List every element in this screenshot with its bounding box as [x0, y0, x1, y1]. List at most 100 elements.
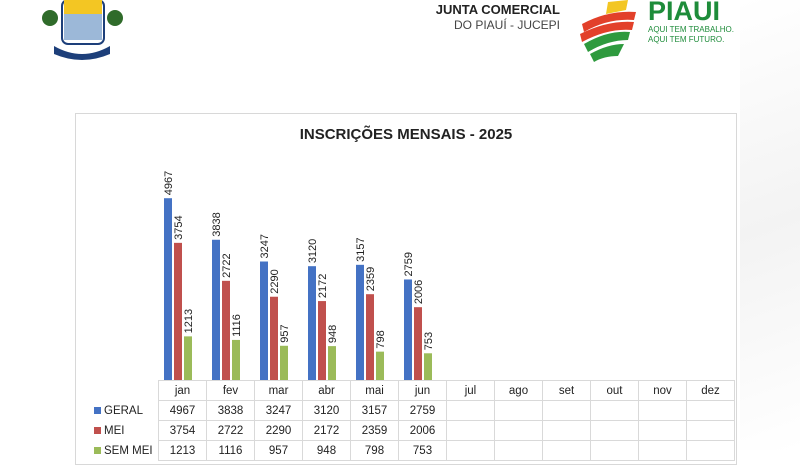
- bar-mei-jan: [174, 242, 182, 381]
- data-table: jan fev mar abr mai jun jul ago set out nov dez GERA…: [90, 380, 735, 461]
- table-cell: [446, 400, 495, 421]
- background-decoration: [740, 0, 800, 450]
- table-cell: [494, 400, 543, 421]
- data-label: 3838: [211, 212, 223, 236]
- category-label: mai: [350, 380, 399, 401]
- legend-entry: GERAL: [90, 401, 159, 421]
- table-cell: [638, 400, 687, 421]
- table-cell: [494, 440, 543, 461]
- table-cell: 3120: [302, 400, 351, 421]
- data-label: 1213: [183, 309, 195, 333]
- slogan-line1: AQUI TEM TRABALHO.: [648, 25, 734, 34]
- data-label: 2359: [365, 267, 377, 291]
- slogan: AQUI TEM TRABALHO. AQUI TEM FUTURO.: [648, 25, 734, 45]
- bar-geral-fev: [212, 239, 220, 381]
- category-label: jul: [446, 380, 495, 401]
- bar-mei-jun: [414, 307, 422, 381]
- table-cell: 3157: [350, 400, 399, 421]
- state-coat-of-arms-logo: [40, 0, 125, 62]
- bar-mei-mai: [366, 294, 374, 381]
- bar-sem-mei-mai: [376, 351, 384, 381]
- category-label: mar: [254, 380, 303, 401]
- data-label: 4967: [163, 171, 175, 195]
- table-cell: 2359: [350, 420, 399, 441]
- table-cell: 1213: [158, 440, 207, 461]
- table-cell: 957: [254, 440, 303, 461]
- category-label: set: [542, 380, 591, 401]
- table-cell: 3247: [254, 400, 303, 421]
- category-label: ago: [494, 380, 543, 401]
- legend-entry: SEM MEI: [90, 441, 159, 461]
- chart-title: INSCRIÇÕES MENSAIS - 2025: [299, 126, 513, 143]
- table-row: SEM MEI 1213 1116 957 948 798 753: [90, 440, 735, 461]
- data-label: 753: [423, 332, 435, 350]
- bar-geral-jun: [404, 279, 412, 381]
- table-cell: 798: [350, 440, 399, 461]
- bar-sem-mei-mar: [280, 345, 288, 381]
- bar-mei-abr: [318, 301, 326, 381]
- org-name-line1: JUNTA COMERCIAL: [435, 2, 560, 17]
- table-cell: 2759: [398, 400, 447, 421]
- data-label: 3754: [173, 215, 185, 239]
- table-cell: [446, 440, 495, 461]
- table-cell: [638, 420, 687, 441]
- table-cell: [542, 400, 591, 421]
- category-label: nov: [638, 380, 687, 401]
- data-label: 957: [279, 324, 291, 342]
- table-cell: [686, 420, 735, 441]
- data-label: 3120: [307, 239, 319, 263]
- table-cell: [590, 400, 639, 421]
- piaui-logo: PIAUÍ AQUI TEM TRABALHO. AQUI TEM FUTURO…: [578, 0, 748, 62]
- brand-name: PIAUÍ: [648, 0, 721, 26]
- table-cell: 3838: [206, 400, 255, 421]
- table-cell: [638, 440, 687, 461]
- category-label: abr: [302, 380, 351, 401]
- bar-mei-mar: [270, 296, 278, 381]
- table-cell: [590, 420, 639, 441]
- category-label: fev: [206, 380, 255, 401]
- category-label: out: [590, 380, 639, 401]
- table-cell: 753: [398, 440, 447, 461]
- table-corner: [90, 381, 159, 401]
- table-cell: 2006: [398, 420, 447, 441]
- table-cell: [686, 440, 735, 461]
- data-label: 2722: [221, 253, 233, 277]
- bar-sem-mei-fev: [232, 339, 240, 381]
- legend-swatch: [94, 406, 101, 414]
- data-label: 1116: [231, 314, 243, 337]
- bar-sem-mei-jan: [184, 336, 192, 381]
- bar-sem-mei-abr: [328, 346, 336, 381]
- table-cell: [686, 400, 735, 421]
- category-label: jan: [158, 380, 207, 401]
- data-label: 2759: [403, 252, 415, 276]
- bar-geral-abr: [308, 266, 316, 381]
- table-cell: 2172: [302, 420, 351, 441]
- bar-sem-mei-jun: [424, 353, 432, 381]
- legend-swatch: [94, 446, 101, 454]
- bar-geral-jan: [164, 198, 172, 381]
- table-cell: [542, 420, 591, 441]
- bar-mei-fev: [222, 280, 230, 381]
- chart-container: INSCRIÇÕES MENSAIS - 2025 4967 3838 3247 31…: [75, 113, 737, 465]
- table-cell: 2290: [254, 420, 303, 441]
- category-label: jun: [398, 380, 447, 401]
- data-label: 3157: [355, 237, 367, 261]
- table-row: MEI 3754 2722 2290 2172 2359 2006: [90, 420, 735, 441]
- slogan-line2: AQUI TEM FUTURO.: [648, 35, 725, 44]
- table-row: GERAL 4967 3838 3247 3120 3157 2759: [90, 400, 735, 421]
- bar-geral-mai: [356, 264, 364, 381]
- data-label: 948: [327, 325, 339, 343]
- table-cell: [494, 420, 543, 441]
- table-cell: 3754: [158, 420, 207, 441]
- legend-entry: MEI: [90, 421, 159, 441]
- table-cell: [446, 420, 495, 441]
- jucepi-logo-text: JUNTA COMERCIAL DO PIAUÍ - JUCEPI: [430, 2, 560, 32]
- table-cell: 2722: [206, 420, 255, 441]
- table-cell: 1116: [206, 440, 255, 461]
- table-cell: 948: [302, 440, 351, 461]
- table-cell: [590, 440, 639, 461]
- category-label: dez: [686, 380, 735, 401]
- data-label: 3247: [259, 234, 271, 258]
- legend-swatch: [94, 426, 101, 434]
- table-header-row: jan fev mar abr mai jun jul ago set out nov dez: [90, 380, 735, 401]
